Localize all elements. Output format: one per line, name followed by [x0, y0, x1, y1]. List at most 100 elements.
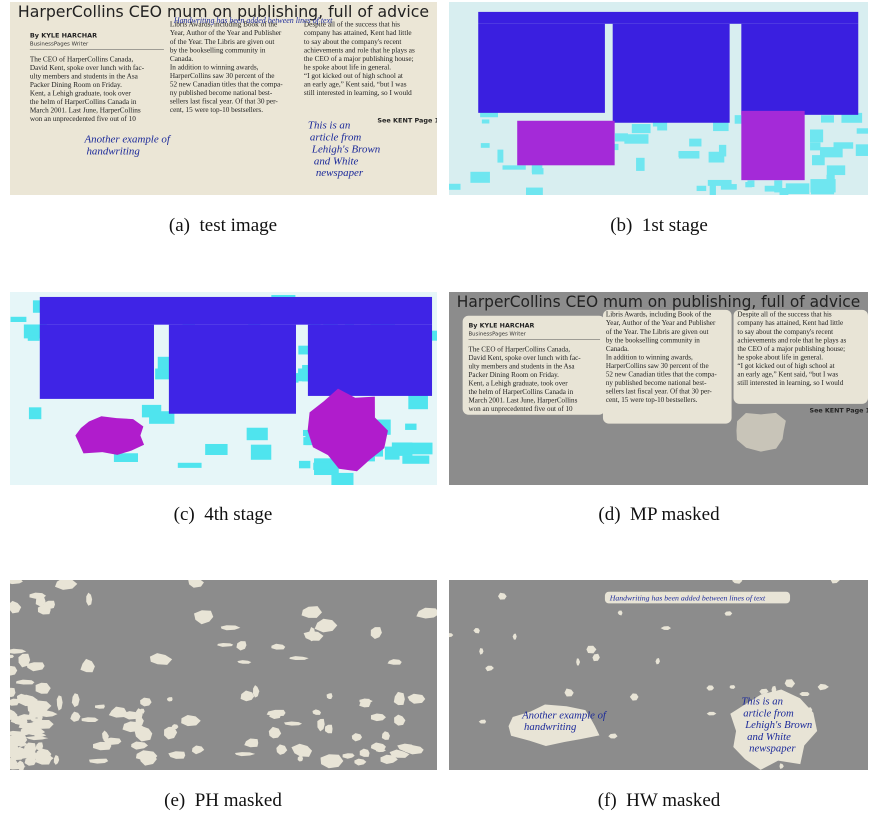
caption: (e) PH masked — [13, 790, 433, 812]
byline-role: BusinessPages Writer — [468, 332, 526, 338]
image — [449, 2, 868, 195]
handwriting: newspaper — [749, 742, 796, 754]
byline: By KYLE HARCHAR — [30, 32, 97, 40]
cyan-patch — [834, 142, 854, 148]
body-line: HarperCollins saw 30 percent of the — [170, 72, 275, 80]
body-line: Despite all of the success that his — [737, 311, 831, 319]
cyan-patch — [624, 134, 648, 143]
panel-1st-stage — [449, 2, 868, 195]
cyan-patch — [827, 165, 845, 175]
cyan-patch — [470, 172, 490, 183]
body-line: Libris Awards, including Book of the — [606, 311, 711, 319]
cyan-patch — [481, 143, 490, 148]
body-line: company has attained, Kent had little — [304, 29, 412, 37]
body-line: The CEO of HarperCollins Canada, — [468, 345, 570, 353]
body-line: he spoke about life in general. — [737, 353, 823, 361]
blue-region — [308, 325, 432, 396]
cyan-patch — [810, 179, 835, 192]
body-line: achievements and role that he plays as — [737, 336, 846, 344]
cyan-patch — [497, 150, 503, 163]
caption: (f) HW masked — [449, 790, 869, 812]
cyan-patch — [205, 444, 227, 455]
body-line: an early age,” Kent said, “but I was — [304, 80, 407, 88]
body-line: the helm of HarperCollins Canada in — [30, 98, 137, 106]
image — [10, 292, 437, 485]
caption: (d) MP masked — [449, 504, 869, 526]
body-line: The CEO of HarperCollins Canada, — [30, 55, 134, 63]
purple-region — [517, 121, 614, 166]
body-line: the helm of HarperCollins Canada in — [468, 388, 573, 396]
cyan-patch — [679, 151, 700, 159]
panel-ph-masked — [10, 580, 437, 770]
body-line: won an unprecedented five out of 10 — [30, 115, 136, 123]
body-line: the CEO of a major publishing house; — [304, 55, 414, 63]
cyan-patch — [719, 145, 726, 157]
cyan-patch — [697, 186, 707, 191]
cyan-patch — [408, 395, 428, 409]
body-line: the CEO of a major publishing house; — [737, 345, 845, 353]
handwriting: and White — [747, 731, 791, 743]
body-line: “I got kicked out of high school at — [737, 362, 834, 370]
body-line: March 2001. Last June, HarperCollins — [468, 396, 577, 404]
cyan-patch — [11, 317, 27, 322]
cyan-patch — [299, 461, 310, 468]
handwriting: Handwriting has been added between lines… — [609, 593, 766, 602]
body-line: won an unprecedented five out of 10 — [468, 405, 573, 413]
cyan-patch — [402, 456, 429, 464]
cyan-patch — [251, 445, 271, 460]
body-line: “I got kicked out of high school at — [304, 72, 403, 80]
image: Handwriting has been added between lines… — [449, 580, 868, 770]
caption: (b) 1st stage — [449, 215, 869, 237]
kept-region — [10, 701, 18, 706]
handwriting: handwriting — [524, 721, 577, 733]
cyan-patch — [405, 424, 416, 430]
byline: By KYLE HARCHAR — [468, 322, 534, 330]
mask — [10, 580, 437, 770]
cyan-patch — [632, 124, 651, 133]
body-line: of the Year. The Libris are given out — [606, 328, 709, 336]
body-line: Packer Dining Room on Friday. — [30, 81, 122, 89]
handwriting: Lehigh's Brown — [311, 143, 380, 155]
body-line: still interested in learning, so I would — [737, 379, 843, 387]
body-line: HarperCollins saw 30 percent of the — [606, 362, 709, 370]
panel-hw-masked: Handwriting has been added between lines… — [449, 580, 868, 770]
blue-region — [741, 24, 858, 115]
blue-region — [613, 24, 730, 123]
panel-test-image: HarperCollins CEO mum on publishing, ful… — [10, 2, 437, 195]
byline-role: BusinessPages Writer — [30, 42, 89, 48]
body-line: still interested in learning, so I would — [304, 89, 412, 97]
body-line: Canada. — [170, 55, 194, 63]
cyan-patch — [856, 144, 868, 156]
body-line: of the Year. The Libris are given out — [170, 38, 275, 46]
cyan-patch — [745, 182, 752, 187]
body-line: cent, 15 were top-10 bestsellers. — [170, 106, 263, 114]
cyan-patch — [810, 142, 820, 150]
caption: (c) 4th stage — [13, 504, 433, 526]
handwriting: This is an — [741, 696, 783, 708]
purple-region — [741, 111, 804, 180]
body-line: Packer Dining Room on Friday. — [468, 371, 559, 379]
body-line: to say about the company's recent — [737, 328, 833, 336]
cyan-patch — [178, 463, 202, 468]
body-line: Canada. — [606, 345, 629, 353]
cyan-patch — [689, 139, 701, 147]
cyan-patch — [812, 155, 825, 165]
body-line: 52 new Canadian titles that the compa- — [170, 80, 283, 88]
body-line: Kent, a Lehigh graduate, took over — [30, 89, 132, 97]
body-line: he spoke about life in general. — [304, 63, 391, 71]
cyan-patch — [29, 407, 41, 419]
cyan-patch — [810, 129, 823, 142]
body-line: Year, Author of the Year and Publisher — [170, 29, 282, 37]
blue-region — [169, 325, 296, 414]
cyan-patch — [503, 165, 526, 169]
image — [10, 580, 437, 770]
handwriting: Another example of — [83, 134, 171, 146]
blue-region — [478, 24, 605, 113]
cyan-patch — [331, 473, 353, 485]
body-line: company has attained, Kent had little — [737, 319, 843, 327]
caption: (a) test image — [13, 215, 433, 237]
cyan-patch — [532, 164, 543, 172]
cyan-patch — [857, 128, 868, 133]
body-line: David Kent, spoke over lunch with fac- — [30, 64, 145, 72]
cyan-patch — [482, 119, 490, 123]
